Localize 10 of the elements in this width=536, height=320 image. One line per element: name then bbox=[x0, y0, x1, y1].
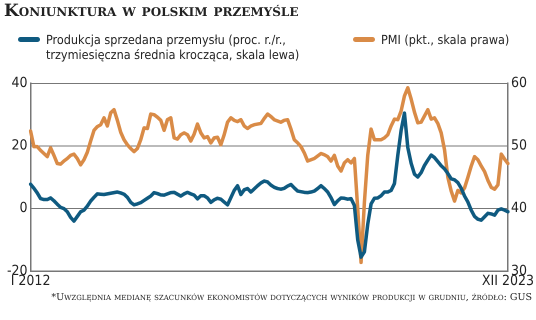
y2-tick-label: 40 bbox=[510, 200, 527, 216]
y2-tick-label: 50 bbox=[510, 138, 527, 154]
y-tick-label: 20 bbox=[12, 138, 28, 154]
chart-title: Koniunktura w polskim przemyśle bbox=[4, 1, 298, 21]
legend-label: Produkcja sprzedana przemysłu (proc. r./r., trzymiesięczna średnia krocząca, skala lewa) bbox=[46, 32, 300, 62]
y-tick-label: 0 bbox=[20, 200, 28, 216]
legend-label: PMI (pkt., skala prawa) bbox=[381, 32, 510, 47]
y2-tick-label: 60 bbox=[510, 75, 527, 92]
text: *Uwzględnia medianę szacunków ekonomistów dotyczących wyników produkcji w grudniu, źródło: GUS bbox=[50, 292, 532, 304]
y-tick-label: 40 bbox=[12, 75, 28, 92]
